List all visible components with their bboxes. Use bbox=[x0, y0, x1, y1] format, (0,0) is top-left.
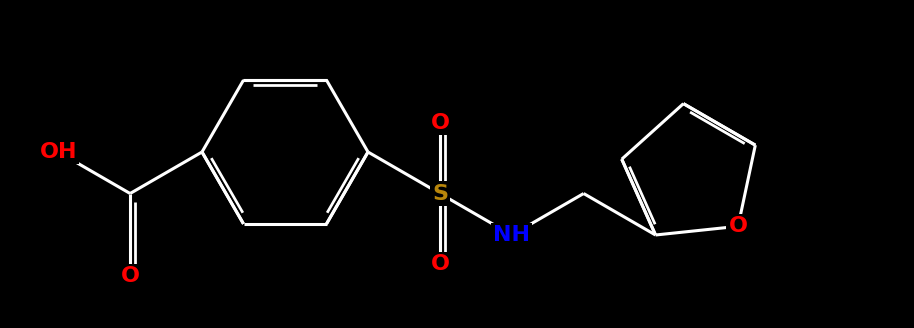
Text: O: O bbox=[430, 254, 450, 274]
Text: S: S bbox=[432, 183, 448, 203]
Text: O: O bbox=[430, 113, 450, 133]
Text: OH: OH bbox=[39, 142, 77, 162]
Text: O: O bbox=[728, 216, 748, 236]
Text: NH: NH bbox=[494, 225, 530, 245]
Text: O: O bbox=[121, 266, 140, 286]
